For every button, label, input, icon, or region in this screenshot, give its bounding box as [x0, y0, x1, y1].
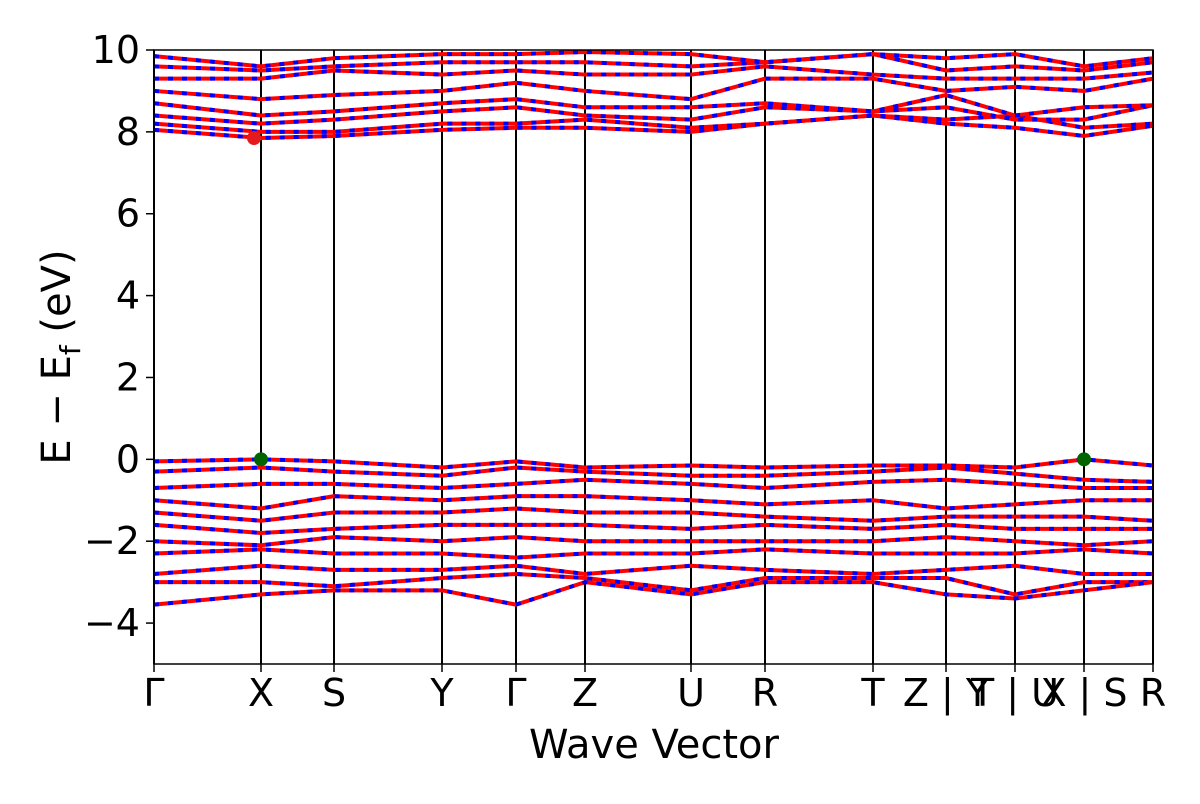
y-axis-label: E − Ef (eV)	[34, 249, 87, 464]
band	[153, 477, 1153, 490]
band	[153, 113, 1154, 141]
band-dash	[153, 580, 1154, 607]
y-tick-label: 8	[116, 110, 140, 154]
x-tick-label: T	[860, 671, 885, 715]
y-label-main: E − E	[34, 355, 80, 465]
band	[153, 52, 1154, 73]
x-tick-label: T | U	[970, 671, 1059, 716]
band	[153, 92, 1154, 118]
y-tick-label: 4	[116, 274, 140, 318]
band-edge-marker	[254, 452, 268, 467]
band	[153, 522, 1153, 536]
band	[153, 50, 1154, 69]
band	[153, 457, 1154, 470]
x-tick-label: Z | Y	[903, 671, 990, 716]
band	[154, 64, 1154, 81]
y-tick-label: −2	[84, 519, 140, 563]
band	[153, 547, 1154, 560]
x-tick-label: X | S	[1040, 671, 1127, 716]
band	[153, 506, 1154, 523]
x-tick-label: Γ	[143, 671, 164, 715]
band-edge-marker	[1077, 452, 1091, 467]
band	[153, 103, 1154, 126]
x-tick-label: S	[322, 671, 346, 715]
y-tick-label: 10	[92, 28, 140, 72]
band	[153, 494, 1153, 511]
band-edge-marker	[247, 131, 261, 146]
x-tick-label: Y	[429, 671, 454, 715]
x-tick-label: Z	[572, 671, 598, 715]
band	[154, 571, 1153, 597]
y-tick-label: 6	[116, 192, 140, 236]
y-tick-label: 2	[116, 355, 140, 399]
x-tick-label: R	[1140, 671, 1166, 715]
y-label-unit: (eV)	[34, 249, 80, 345]
x-tick-label: X	[248, 671, 274, 715]
x-tick-label: U	[677, 671, 705, 715]
x-tick-label: Γ	[505, 671, 526, 715]
y-tick-label: 0	[116, 437, 140, 481]
band	[153, 76, 1154, 102]
x-axis-label: Wave Vector	[529, 722, 780, 768]
y-label-sub: f	[54, 344, 87, 355]
x-tick-label: R	[752, 671, 778, 715]
plot-frame	[153, 49, 1154, 665]
band	[153, 465, 1154, 484]
band	[153, 535, 1154, 548]
y-tick-label: −4	[84, 601, 140, 645]
band	[153, 563, 1153, 576]
